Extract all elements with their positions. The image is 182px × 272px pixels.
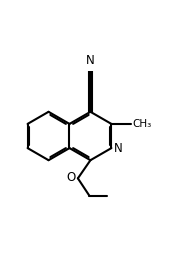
Text: N: N (86, 54, 95, 67)
Text: O: O (66, 171, 76, 184)
Text: CH₃: CH₃ (133, 119, 152, 129)
Text: N: N (114, 142, 123, 154)
